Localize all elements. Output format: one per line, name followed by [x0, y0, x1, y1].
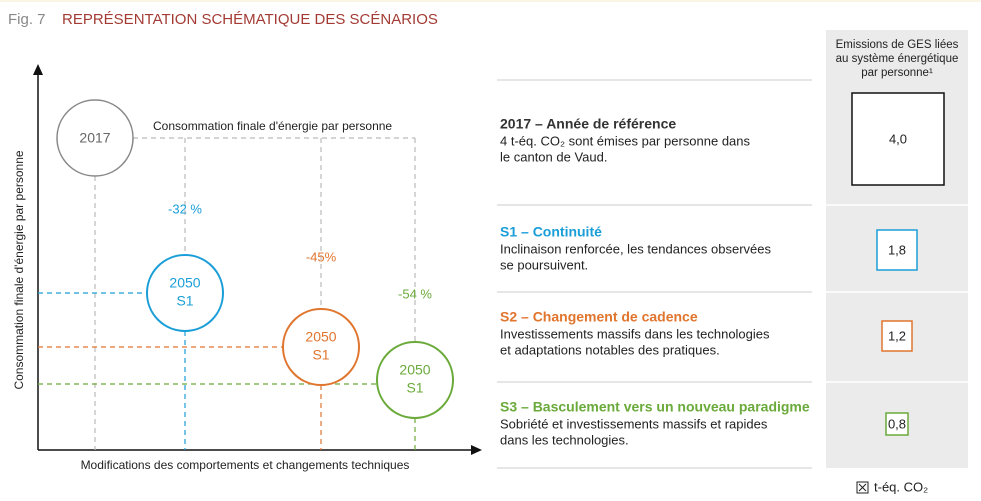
scenario-text: se poursuivent. [500, 257, 588, 272]
scenario-text: Inclinaison renforcée, les tendances obs… [500, 241, 771, 256]
node-label: S1 [176, 293, 193, 309]
scenario-text: et adaptations notables des pratiques. [500, 342, 720, 357]
y-axis-label: Consommation finale d'énergie par person… [12, 150, 26, 389]
scenario-text: 4 t-éq. CO₂ sont émises par personne dan… [500, 133, 751, 148]
scenario-text: Sobriété et investissements massifs et r… [500, 416, 768, 431]
emission-square [881, 320, 913, 352]
change-label: -54 % [398, 286, 432, 301]
node-2017 [56, 99, 134, 177]
scenario-text: Investissements massifs dans les technol… [500, 326, 770, 341]
node-s1 [146, 254, 224, 332]
title: REPRÉSENTATION SCHÉMATIQUE DES SCÉNARIOS [62, 11, 438, 28]
emission-value: 0,8 [888, 416, 906, 431]
fig-number: Fig. 7 [8, 11, 46, 28]
y-arrow [33, 64, 43, 75]
node-s3 [376, 341, 454, 419]
change-label: -32 % [168, 201, 202, 216]
scenario-title: 2017 – Année de référence [500, 116, 676, 132]
panel-header: Emissions de GES liées [836, 39, 959, 51]
node-label: 2017 [79, 130, 110, 146]
emission-value: 1,2 [888, 328, 906, 343]
emission-square [885, 412, 909, 436]
emission-value: 4,0 [889, 131, 907, 146]
panel-header: au système énergétique [836, 53, 959, 65]
curve-label: Consommation finale d'énergie par person… [153, 119, 392, 133]
unit-icon-cross [858, 483, 867, 492]
change-label: -45% [306, 249, 337, 264]
emission-square [851, 92, 945, 186]
node-label: 2050 [399, 362, 430, 378]
separators [497, 79, 812, 469]
node-label: 2050 [305, 329, 336, 345]
node-label: 2050 [169, 275, 200, 291]
unit-label: t-éq. CO₂ [874, 479, 928, 494]
scenario-text: dans les technologies. [500, 432, 629, 447]
x-arrow [471, 445, 482, 455]
scenario-title: S1 – Continuité [500, 224, 602, 240]
scenario-title: S3 – Basculement vers un nouveau paradig… [500, 399, 810, 415]
panel-separators [826, 204, 968, 383]
node-s2 [282, 308, 360, 386]
x-axis-label: Modifications des comportements et chang… [81, 458, 410, 472]
scenario-title: S2 – Changement de cadence [500, 309, 698, 325]
emission-value: 1,8 [888, 242, 906, 257]
scenario-text: le canton de Vaud. [500, 149, 607, 164]
emission-square [876, 229, 918, 271]
node-label: S1 [406, 380, 423, 396]
node-label: S1 [312, 347, 329, 363]
panel-header: par personne¹ [861, 67, 933, 79]
